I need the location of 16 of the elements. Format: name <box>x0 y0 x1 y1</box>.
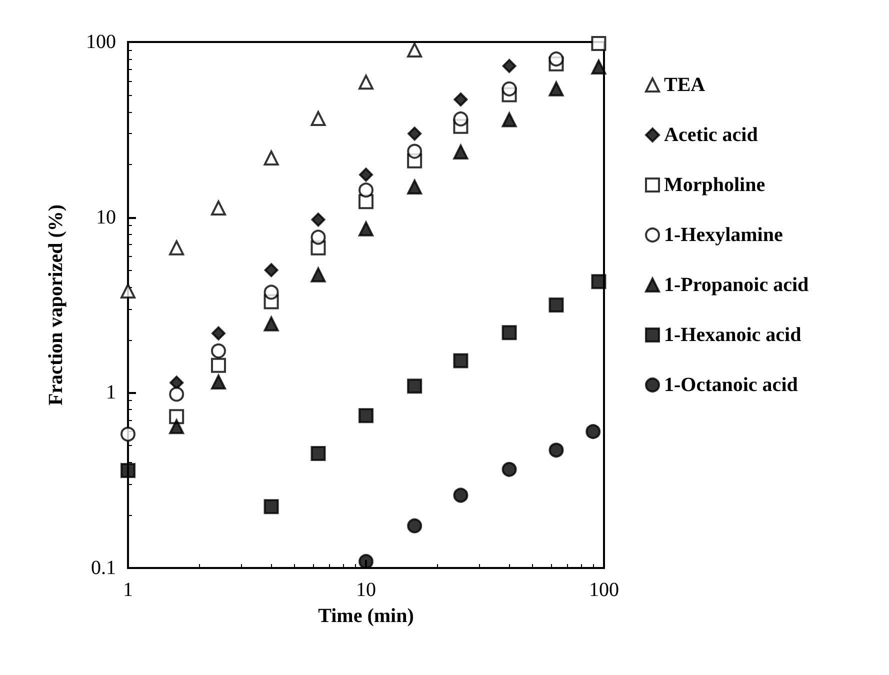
x-tick-label: 1 <box>123 579 133 601</box>
x-tick-label: 100 <box>589 579 619 601</box>
y-tick-label: 10 <box>96 206 116 228</box>
legend-label: 1-Hexanoic acid <box>664 324 802 346</box>
y-tick-label: 0.1 <box>91 557 116 579</box>
y-axis-title: Fraction vaporized (%) <box>45 204 67 406</box>
y-tick-label: 1 <box>106 382 116 404</box>
legend-label: Acetic acid <box>664 124 758 146</box>
legend-label: 1-Hexylamine <box>664 224 783 246</box>
legend-label: 1-Propanoic acid <box>664 274 809 296</box>
x-axis-title: Time (min) <box>318 605 414 627</box>
legend-label: TEA <box>664 74 706 96</box>
x-tick-label: 10 <box>356 579 376 601</box>
legend-label: Morpholine <box>664 174 766 196</box>
legend-label: 1-Octanoic acid <box>664 374 798 396</box>
y-tick-label: 100 <box>86 31 116 53</box>
